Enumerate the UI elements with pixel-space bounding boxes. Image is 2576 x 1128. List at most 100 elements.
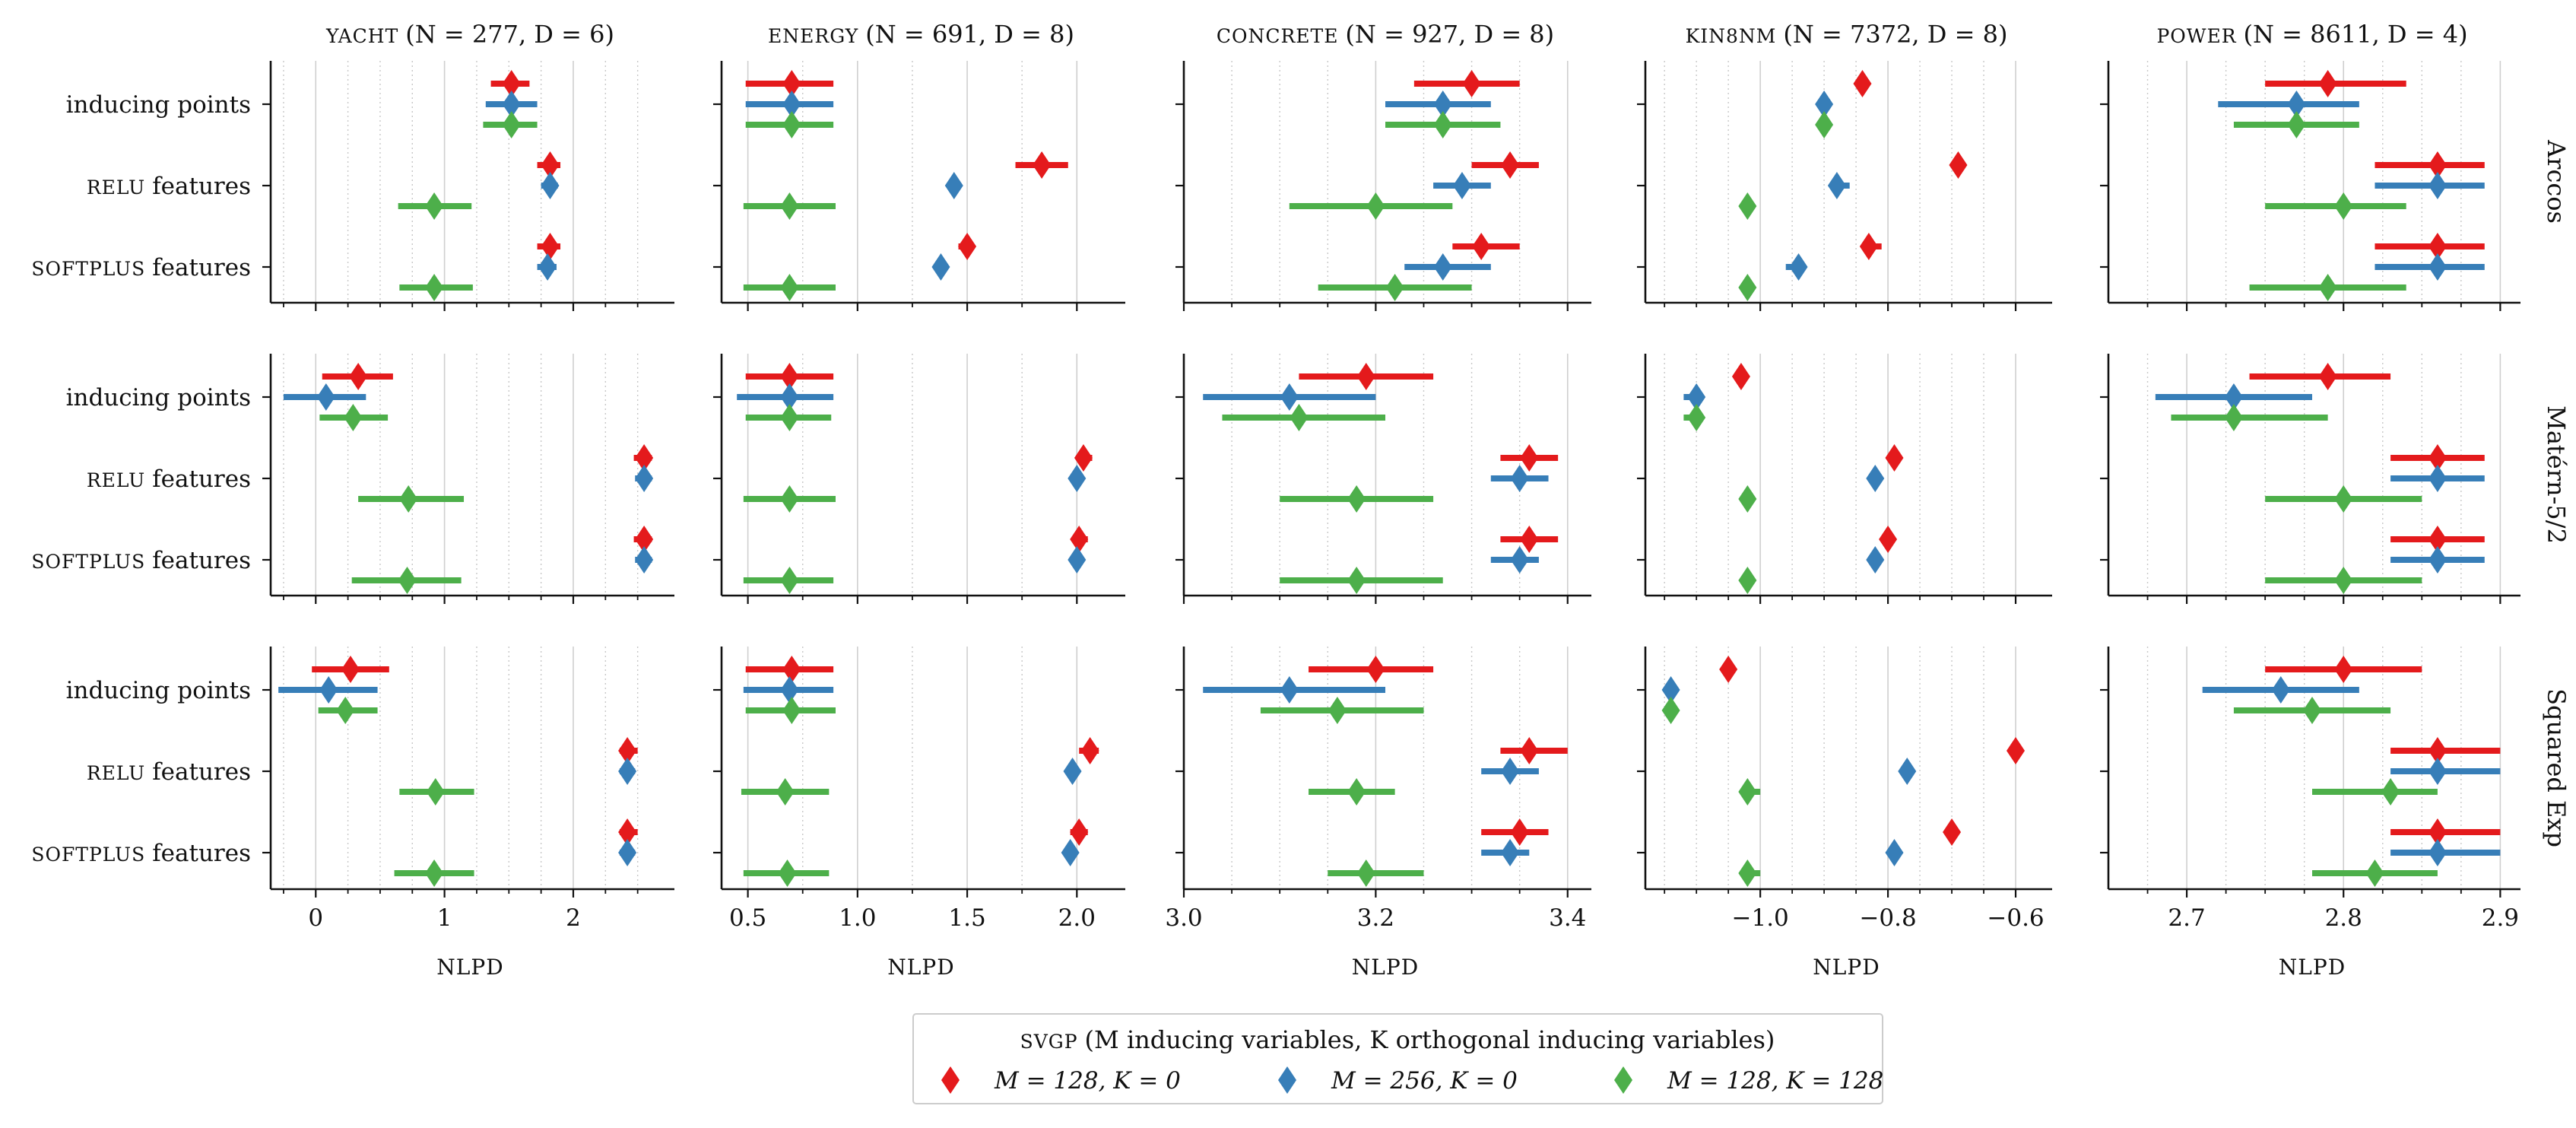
- legend-marker: [941, 1066, 960, 1094]
- column-title-name: ENERGY: [768, 25, 865, 47]
- data-point: [1356, 363, 1375, 390]
- y-tick-label-name: RELU: [87, 469, 152, 491]
- column-title-stats: (N = 277, D = 6): [405, 20, 614, 49]
- data-point: [2428, 465, 2447, 492]
- column-title-name: KIN8NM: [1686, 25, 1784, 47]
- data-point: [502, 70, 521, 97]
- data-point: [780, 485, 799, 513]
- data-point: [2428, 839, 2447, 866]
- data-point: [1385, 274, 1404, 301]
- x-tick-label: 3.2: [1357, 904, 1394, 932]
- data-point: [618, 737, 637, 764]
- data-point: [1520, 444, 1539, 472]
- x-tick-label: 2: [566, 904, 581, 932]
- data-point: [944, 172, 963, 199]
- data-point: [618, 839, 637, 866]
- data-point: [1068, 465, 1087, 492]
- data-point: [2303, 697, 2321, 724]
- data-point: [2428, 444, 2447, 472]
- x-tick-label: 3.0: [1165, 904, 1202, 932]
- column-1: YACHT (N = 277, D = 6) inducing points REL…: [31, 20, 674, 980]
- data-point: [541, 172, 560, 199]
- x-tick-label: −0.6: [1987, 904, 2044, 932]
- x-tick-label: −1.0: [1732, 904, 1789, 932]
- data-point: [1943, 818, 1962, 846]
- data-point: [2271, 676, 2290, 704]
- data-point: [502, 111, 521, 138]
- y-tick-label-rest: features: [152, 465, 251, 493]
- data-point: [316, 383, 335, 411]
- data-point: [2334, 192, 2353, 220]
- row-label: Matérn-5/2: [2542, 405, 2571, 544]
- data-point: [1687, 404, 1706, 431]
- panel: [1637, 354, 2052, 604]
- y-tick-label-name: SOFTPLUS: [31, 844, 152, 866]
- data-point: [931, 253, 950, 281]
- legend-marker: [1614, 1066, 1632, 1094]
- data-point: [319, 676, 338, 704]
- data-point: [1068, 546, 1087, 574]
- data-point: [635, 465, 654, 492]
- data-point: [541, 233, 560, 260]
- data-point: [425, 860, 444, 887]
- data-point: [2428, 737, 2447, 764]
- data-point: [780, 567, 799, 594]
- x-tick-label: 3.4: [1549, 904, 1586, 932]
- data-point: [1738, 485, 1757, 513]
- data-point: [1510, 818, 1529, 846]
- data-point: [1520, 526, 1539, 553]
- data-point: [2428, 233, 2447, 260]
- x-tick-label: 0.5: [729, 904, 766, 932]
- y-tick-label: RELU features: [87, 465, 251, 493]
- data-point: [2381, 778, 2400, 805]
- y-tick-label: RELU features: [87, 173, 251, 200]
- panel: Squared Exp: [2100, 647, 2571, 898]
- panel: [1175, 354, 1591, 604]
- data-point: [2334, 567, 2353, 594]
- data-point: [782, 91, 801, 118]
- data-point: [1280, 676, 1299, 704]
- data-point: [2428, 172, 2447, 199]
- panel: [1637, 61, 2052, 311]
- data-point: [341, 656, 360, 683]
- data-point: [780, 383, 799, 411]
- data-point: [618, 758, 637, 785]
- data-point: [1452, 172, 1471, 199]
- legend-title-rest: (M inducing variables, K orthogonal indu…: [1085, 1025, 1775, 1054]
- data-point: [425, 274, 444, 301]
- data-point: [1738, 778, 1757, 805]
- x-axis-label: NLPD: [887, 955, 954, 980]
- data-point: [1501, 758, 1520, 785]
- y-tick-label: RELU features: [87, 758, 251, 786]
- data-point: [1885, 839, 1904, 866]
- data-point: [2318, 70, 2337, 97]
- column-title-stats: (N = 927, D = 8): [1345, 20, 1554, 49]
- data-point: [1462, 70, 1481, 97]
- data-point: [1510, 465, 1529, 492]
- data-point: [1501, 151, 1520, 179]
- panel: [1175, 61, 1591, 311]
- data-point: [1328, 697, 1347, 724]
- y-tick-label-rest: features: [152, 173, 251, 200]
- data-point: [1366, 192, 1385, 220]
- data-point: [782, 697, 801, 724]
- data-point: [780, 676, 799, 704]
- y-tick-label: SOFTPLUS features: [31, 840, 251, 867]
- data-point: [618, 818, 637, 846]
- data-point: [780, 363, 799, 390]
- data-point: [1280, 383, 1299, 411]
- data-point: [780, 274, 799, 301]
- legend-entry-label: M = 256, K = 0: [1331, 1067, 1518, 1095]
- x-axis-label: NLPD: [1352, 955, 1419, 980]
- data-point: [1859, 233, 1878, 260]
- panel: [1175, 647, 1591, 898]
- data-point: [2224, 383, 2243, 411]
- column-title: POWER (N = 8611, D = 4): [2156, 20, 2467, 49]
- y-tick-label: SOFTPLUS features: [31, 254, 251, 281]
- data-point: [1866, 465, 1885, 492]
- x-axis-label: NLPD: [2279, 955, 2346, 980]
- data-point: [1719, 656, 1738, 683]
- data-point: [398, 567, 417, 594]
- data-point: [1356, 860, 1375, 887]
